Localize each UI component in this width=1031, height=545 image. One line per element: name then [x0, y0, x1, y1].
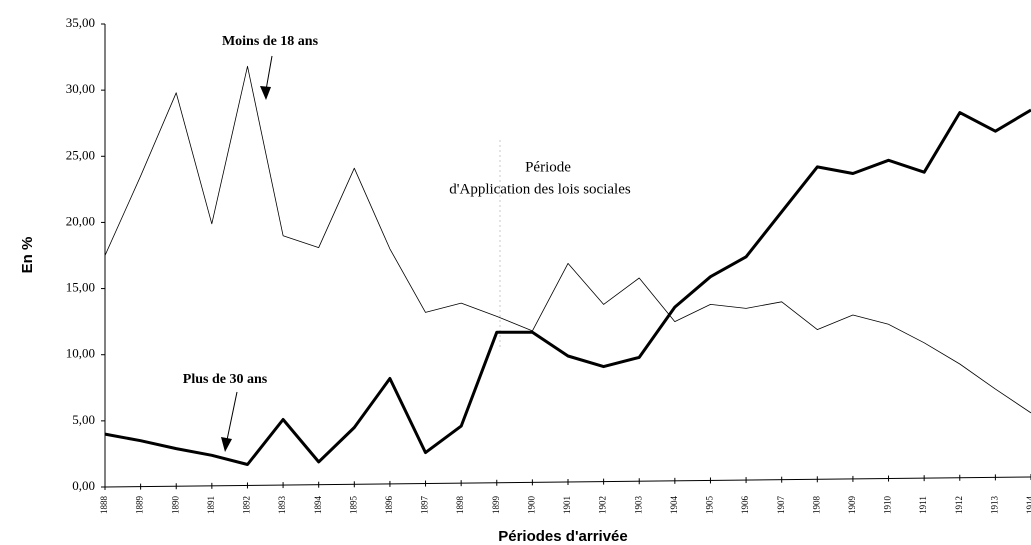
x-tick-label: 1911: [918, 496, 928, 514]
x-axis-title: Périodes d'arrivée: [498, 528, 627, 545]
x-tick-label: 1907: [776, 496, 786, 515]
arrowhead: [221, 437, 232, 452]
x-tick-label: 1896: [384, 496, 394, 515]
arrow: [265, 55, 273, 91]
arrowhead: [260, 86, 271, 100]
series-line: [104, 108, 1031, 466]
x-tick-label: 1904: [669, 496, 679, 515]
x-tick-label: 1913: [989, 496, 999, 515]
annotation: Période: [525, 159, 571, 175]
x-tick-label: 1899: [491, 496, 501, 515]
series-label: Moins de 18 ans: [222, 34, 319, 49]
x-tick-label: 1908: [811, 496, 821, 515]
x-tick-label: 1893: [277, 496, 287, 515]
y-tick-label: 25,00: [66, 147, 95, 162]
y-axis-title: En %: [19, 237, 36, 274]
x-tick-label: 1897: [420, 496, 430, 515]
x-tick-label: 1894: [313, 496, 323, 515]
y-tick-label: 15,00: [66, 280, 95, 295]
x-tick-label: 1909: [847, 496, 857, 515]
x-tick-label: 1912: [954, 496, 964, 514]
x-tick-label: 1890: [170, 496, 180, 515]
y-tick-label: 30,00: [66, 81, 95, 96]
x-tick-label: 1902: [598, 496, 608, 514]
y-tick-label: 5,00: [72, 412, 95, 427]
series-line: [104, 65, 1031, 414]
x-tick-label: 1888: [99, 496, 109, 515]
annotation: d'Application des lois sociales: [449, 181, 631, 197]
x-tick-label: 1903: [633, 496, 643, 515]
x-tick-label: 1895: [348, 496, 358, 515]
x-tick-label: 1901: [562, 496, 572, 514]
x-tick-label: 1914: [1025, 496, 1031, 515]
x-tick-label: 1892: [242, 496, 252, 514]
y-tick-label: 35,00: [66, 15, 95, 30]
series-label: Plus de 30 ans: [183, 372, 268, 387]
y-tick-label: 10,00: [66, 346, 95, 361]
x-tick-label: 1906: [740, 496, 750, 515]
arrow: [226, 391, 238, 441]
x-tick-label: 1905: [705, 496, 715, 515]
x-tick-label: 1898: [455, 496, 465, 515]
x-tick-label: 1891: [206, 496, 216, 514]
x-tick-label: 1900: [526, 496, 536, 515]
y-tick-label: 20,00: [66, 213, 95, 228]
x-tick-label: 1889: [135, 496, 145, 515]
y-tick-label: 0,00: [72, 478, 95, 493]
x-tick-label: 1910: [883, 496, 893, 515]
